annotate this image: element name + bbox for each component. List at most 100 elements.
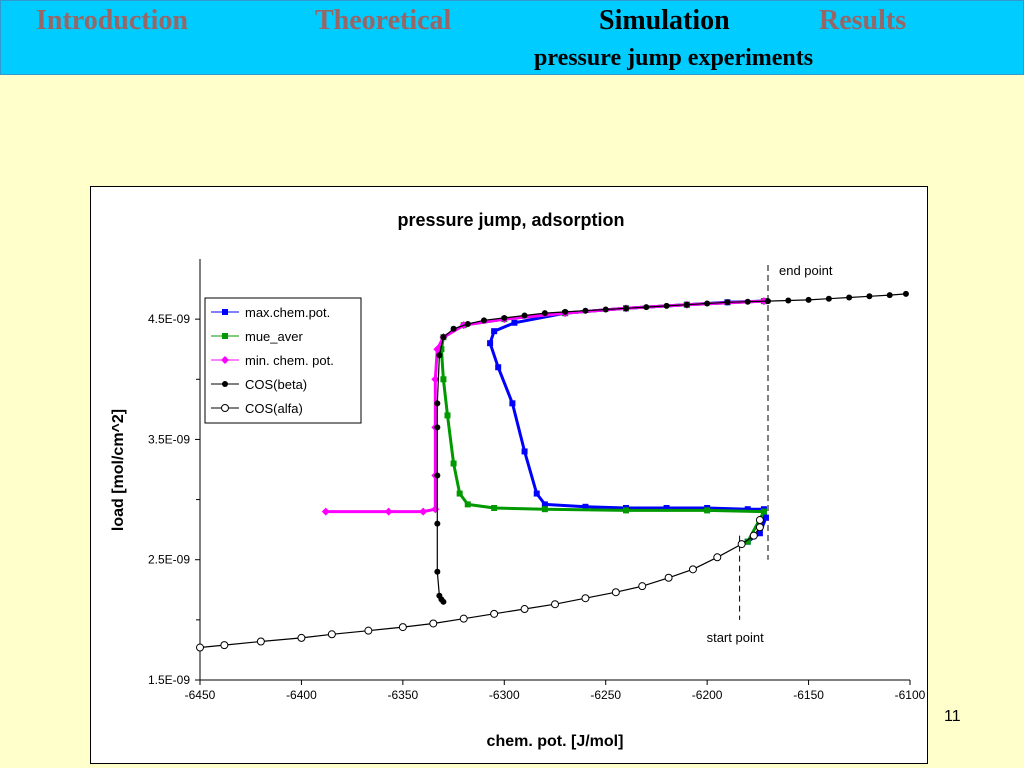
legend-marker [222, 309, 228, 315]
page-number: 11 [944, 708, 961, 725]
x-tick-label: -6150 [793, 688, 824, 702]
series-point [582, 307, 589, 314]
legend-label: COS(alfa) [245, 401, 303, 416]
series-point [611, 588, 620, 597]
legend-label: COS(beta) [245, 377, 307, 392]
series-point [196, 643, 204, 652]
series-point [541, 501, 548, 508]
series-point [602, 306, 609, 313]
chart: max.chem.pot. mue_aver min. chem. pot. COS(… [110, 210, 926, 750]
series-point [541, 310, 548, 317]
series-point [533, 490, 540, 497]
series-point [623, 305, 629, 312]
series-point [562, 308, 569, 315]
series-point [663, 504, 670, 511]
chart-plot-layer [195, 259, 911, 685]
series-point [805, 296, 812, 303]
series-point [436, 352, 443, 359]
series-point [902, 290, 909, 297]
x-tick-label: -6200 [692, 688, 723, 702]
series-point [521, 448, 528, 455]
series-line-4 [199, 520, 761, 649]
series-point [846, 294, 853, 301]
series-point [431, 505, 440, 514]
y-axis-label: load [mol/cm^2] [110, 409, 127, 531]
legend-label: mue_aver [245, 329, 303, 344]
nav-introduction[interactable]: Introduction [36, 5, 188, 36]
slide-subtitle: pressure jump experiments [534, 45, 814, 71]
series-point [638, 582, 647, 591]
series-point [438, 346, 445, 353]
legend-marker [221, 404, 229, 412]
series-point [744, 538, 751, 545]
series-point [444, 412, 451, 419]
series-line-3 [436, 293, 906, 603]
y-tick-label: 3.5E-09 [148, 432, 190, 446]
chart-legend: max.chem.pot. mue_aver min. chem. pot. COS(… [204, 297, 362, 424]
series-point [491, 328, 498, 335]
nav-theoretical[interactable]: Theoretical [315, 5, 452, 36]
series-point [713, 553, 722, 562]
series-point [541, 506, 548, 513]
series-point [623, 507, 629, 514]
nav-simulation[interactable]: Simulation [599, 5, 730, 36]
annotation-label: start point [707, 630, 764, 645]
series-point [551, 600, 559, 609]
x-tick-label: -6100 [895, 688, 926, 702]
series-point [256, 637, 265, 646]
series-point [431, 375, 440, 384]
series-point [321, 507, 330, 516]
series-point [762, 514, 769, 521]
series-point [749, 531, 758, 540]
series-point [434, 400, 441, 407]
series-point [487, 340, 494, 347]
series-point [464, 320, 471, 327]
series-point [755, 516, 764, 525]
series-point [364, 626, 373, 635]
legend-label: min. chem. pot. [245, 353, 334, 368]
series-point [683, 301, 690, 308]
x-tick-label: -6250 [590, 688, 621, 702]
series-point [866, 293, 873, 300]
series-point [398, 623, 407, 632]
series-point [582, 503, 589, 510]
series-point [765, 298, 771, 305]
series-point [825, 295, 832, 302]
series-point [744, 506, 751, 513]
series-point [756, 530, 763, 537]
legend-marker [221, 356, 229, 364]
x-axis-label: chem. pot. [J/mol] [487, 733, 624, 750]
series-point [450, 325, 457, 332]
series-point [724, 299, 731, 306]
series-point [434, 520, 441, 527]
x-tick-label: -6350 [388, 688, 419, 702]
series-point [440, 376, 447, 383]
series-point [581, 594, 590, 603]
series-point [688, 565, 697, 574]
series-point [663, 302, 670, 309]
chart-text-layer: -6450 -6400 -6350 -6300 -6250 -6200 -6150 -6100… [110, 210, 926, 750]
series-point [220, 641, 229, 650]
series-point [521, 312, 528, 319]
series-point [429, 619, 438, 628]
series-point [664, 573, 673, 582]
x-tick-label: -6300 [489, 688, 520, 702]
series-point [434, 472, 441, 479]
series-point [643, 304, 650, 311]
series-point [760, 508, 767, 515]
series-point [456, 490, 463, 497]
nav-results[interactable]: Results [819, 5, 907, 36]
chart-frame: max.chem.pot. mue_aver min. chem. pot. COS(… [90, 186, 928, 764]
legend-label: max.chem.pot. [245, 305, 330, 320]
series-point [501, 314, 508, 321]
legend-marker [222, 381, 228, 387]
series-point [384, 507, 393, 516]
series-line-2 [325, 299, 764, 514]
series-point [327, 630, 336, 639]
series-line-1 [439, 299, 766, 543]
y-tick-label: 2.5E-09 [148, 553, 190, 567]
chart-title: pressure jump, adsorption [397, 210, 624, 230]
series-point [434, 568, 441, 575]
annotation-label: end point [779, 263, 833, 278]
series-point [520, 605, 529, 614]
